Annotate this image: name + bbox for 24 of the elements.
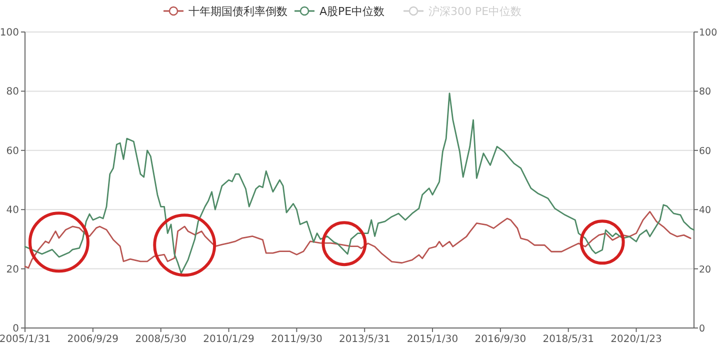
x-tick-label: 2011/9/30 bbox=[271, 334, 322, 345]
y-tick-label: 60 bbox=[6, 146, 19, 157]
x-tick-label: 2010/1/29 bbox=[203, 334, 254, 345]
y2-tick-label: 0 bbox=[699, 324, 706, 334]
y-tick-label: 20 bbox=[6, 264, 19, 276]
x-tick-label: 2013/5/31 bbox=[338, 334, 390, 345]
y2-tick-label: 80 bbox=[699, 86, 712, 98]
y2-tick-label: 20 bbox=[699, 264, 712, 276]
y-tick-label: 80 bbox=[6, 86, 19, 98]
y-tick-label: 40 bbox=[6, 205, 19, 216]
y2-tick-label: 40 bbox=[699, 205, 712, 216]
legend-label: A股PE中位数 bbox=[320, 5, 385, 18]
x-tick-label: 2005/1/31 bbox=[0, 334, 51, 345]
x-tick-label: 2008/5/30 bbox=[135, 334, 186, 345]
x-tick-label: 2018/5/31 bbox=[542, 334, 594, 345]
x-tick-label: 2015/1/30 bbox=[406, 334, 458, 345]
y2-tick-label: 60 bbox=[699, 146, 712, 157]
y-tick-label: 100 bbox=[0, 28, 19, 38]
x-tick-label: 2016/9/30 bbox=[474, 334, 526, 345]
x-tick-label: 2020/1/23 bbox=[610, 334, 662, 345]
y-tick-label: 0 bbox=[12, 324, 19, 334]
x-tick-label: 2006/9/29 bbox=[67, 334, 119, 345]
y2-tick-label: 100 bbox=[699, 28, 718, 38]
legend-label: 十年期国债利率倒数 bbox=[188, 5, 288, 18]
